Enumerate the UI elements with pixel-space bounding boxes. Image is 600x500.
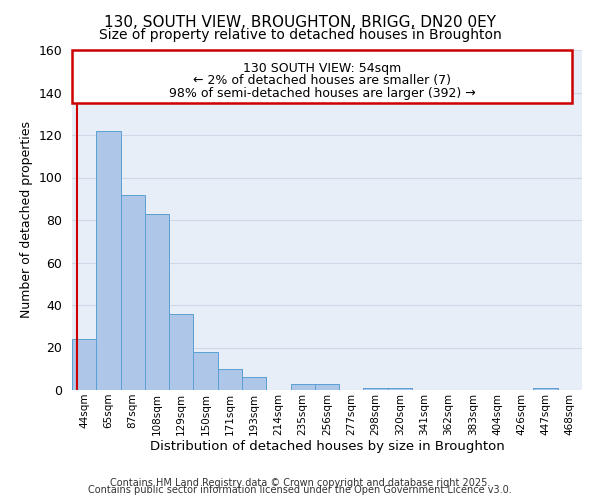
Bar — [315, 384, 339, 390]
Text: Size of property relative to detached houses in Broughton: Size of property relative to detached ho… — [98, 28, 502, 42]
Bar — [169, 314, 193, 390]
Y-axis label: Number of detached properties: Number of detached properties — [20, 122, 33, 318]
Text: ← 2% of detached houses are smaller (7): ← 2% of detached houses are smaller (7) — [193, 74, 451, 87]
Bar — [242, 378, 266, 390]
Bar — [145, 214, 169, 390]
Text: Contains public sector information licensed under the Open Government Licence v3: Contains public sector information licen… — [88, 485, 512, 495]
Bar — [290, 384, 315, 390]
Bar — [388, 388, 412, 390]
Bar — [193, 352, 218, 390]
Bar — [533, 388, 558, 390]
Bar — [218, 369, 242, 390]
Bar — [72, 339, 96, 390]
Bar — [121, 194, 145, 390]
X-axis label: Distribution of detached houses by size in Broughton: Distribution of detached houses by size … — [149, 440, 505, 454]
Text: 130 SOUTH VIEW: 54sqm: 130 SOUTH VIEW: 54sqm — [243, 62, 401, 75]
Bar — [96, 130, 121, 390]
Bar — [364, 388, 388, 390]
FancyBboxPatch shape — [72, 50, 572, 102]
Text: 98% of semi-detached houses are larger (392) →: 98% of semi-detached houses are larger (… — [169, 87, 475, 100]
Text: 130, SOUTH VIEW, BROUGHTON, BRIGG, DN20 0EY: 130, SOUTH VIEW, BROUGHTON, BRIGG, DN20 … — [104, 15, 496, 30]
Text: Contains HM Land Registry data © Crown copyright and database right 2025.: Contains HM Land Registry data © Crown c… — [110, 478, 490, 488]
